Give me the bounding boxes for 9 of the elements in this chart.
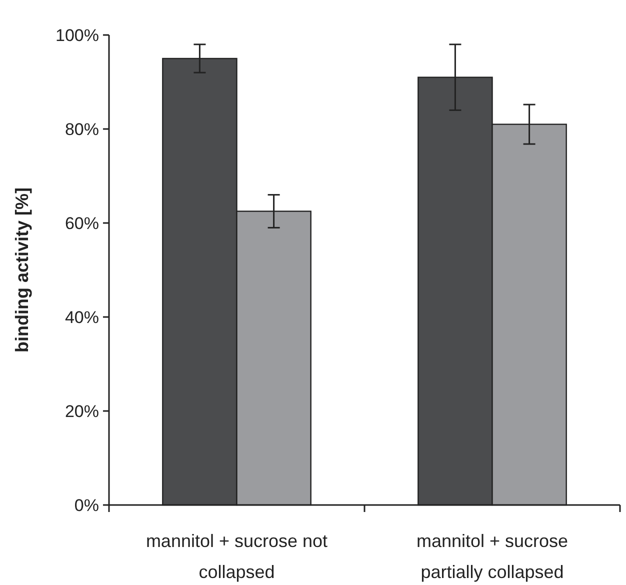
y-tick-label: 100% [56,26,99,45]
y-tick-label: 20% [64,402,99,421]
x-tick-label: mannitol + sucrose partially collapsed [416,531,568,582]
x-tick-label: mannitol + sucrose not collapsed [146,531,328,582]
y-tick-label: 40% [64,308,99,327]
y-tick-label: 80% [64,120,99,139]
y-axis-title: binding activity [%] [12,187,32,353]
y-tick-label: 60% [64,214,99,233]
y-tick-label: 0% [74,496,99,515]
